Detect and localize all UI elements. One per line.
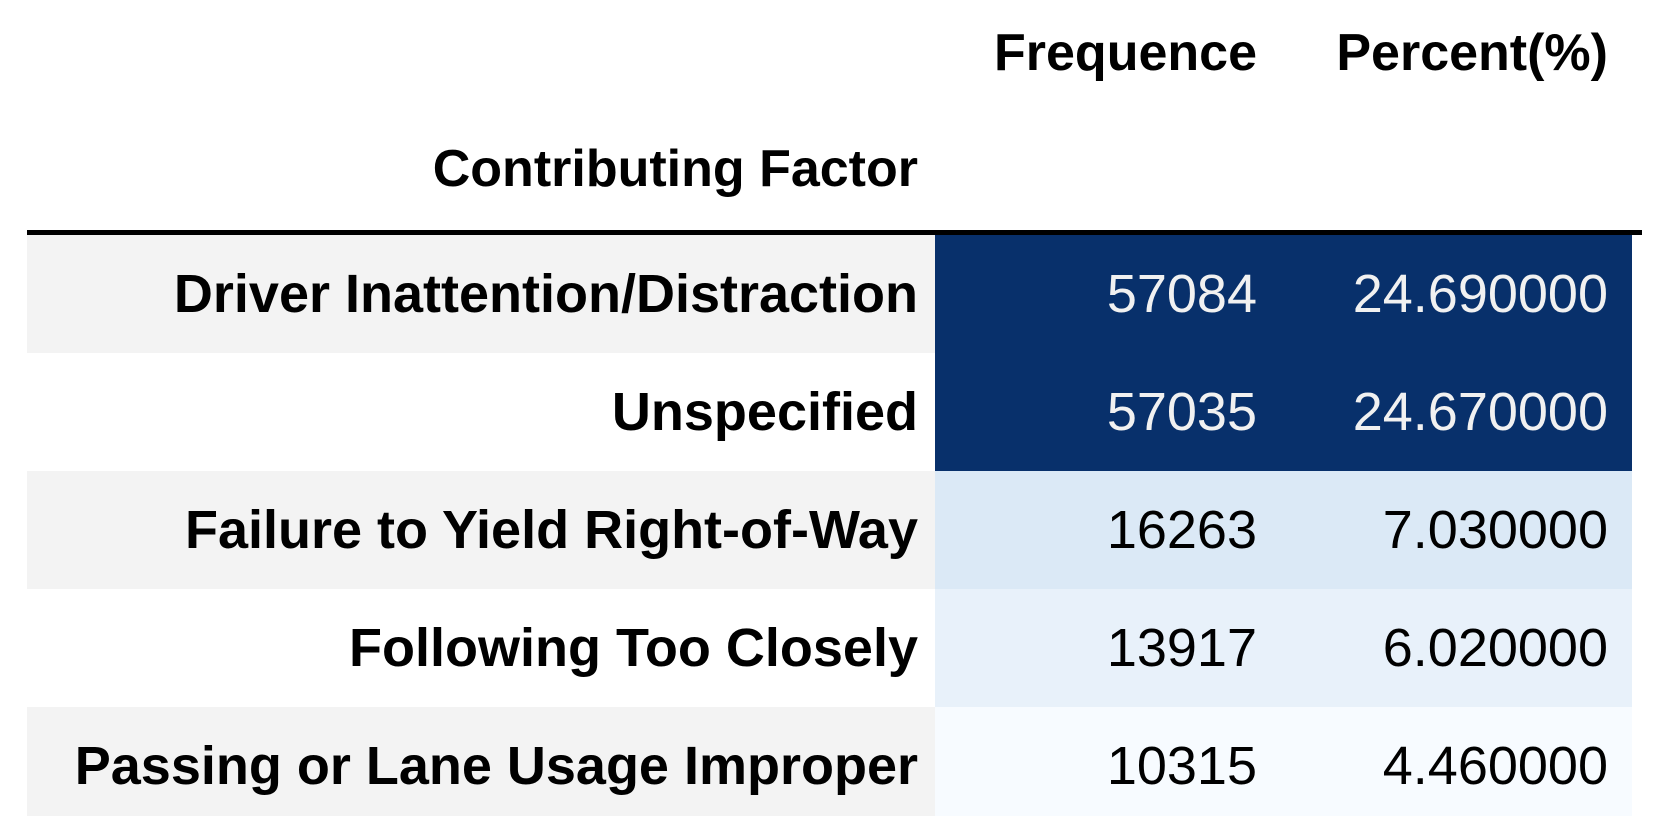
row-label: Driver Inattention/Distraction — [173, 264, 918, 324]
table-row: Driver Inattention/Distraction 57084 24.… — [0, 235, 1655, 353]
row-label-background — [27, 235, 935, 353]
percent-cell: 7.030000 — [1280, 471, 1632, 589]
percent-cell: 6.020000 — [1280, 589, 1632, 707]
percent-cell: 24.670000 — [1280, 353, 1632, 471]
row-label: Unspecified — [611, 382, 918, 442]
frequence-cell: 16263 — [935, 471, 1280, 589]
column-header-percent: Percent(%) — [1336, 24, 1608, 82]
frequence-cell: 10315 — [935, 707, 1280, 816]
frequence-cell: 57084 — [935, 235, 1280, 353]
table-row: Failure to Yield Right-of-Way 16263 7.03… — [0, 471, 1655, 589]
table-row: Passing or Lane Usage Improper 10315 4.4… — [0, 707, 1655, 816]
percent-cell: 24.690000 — [1280, 235, 1632, 353]
table-row: Following Too Closely 13917 6.020000 — [0, 589, 1655, 707]
header-divider — [27, 230, 1642, 235]
column-header-frequence: Frequence — [994, 24, 1257, 82]
row-label: Passing or Lane Usage Improper — [74, 736, 918, 796]
frequence-cell: 57035 — [935, 353, 1280, 471]
row-label: Failure to Yield Right-of-Way — [184, 500, 918, 560]
percent-cell: 4.460000 — [1280, 707, 1632, 816]
index-name-header: Contributing Factor — [432, 140, 918, 198]
row-label-background — [27, 707, 935, 816]
table-row: Unspecified 57035 24.670000 — [0, 353, 1655, 471]
row-label-background — [27, 471, 935, 589]
row-label: Following Too Closely — [349, 618, 918, 678]
frequence-cell: 13917 — [935, 589, 1280, 707]
